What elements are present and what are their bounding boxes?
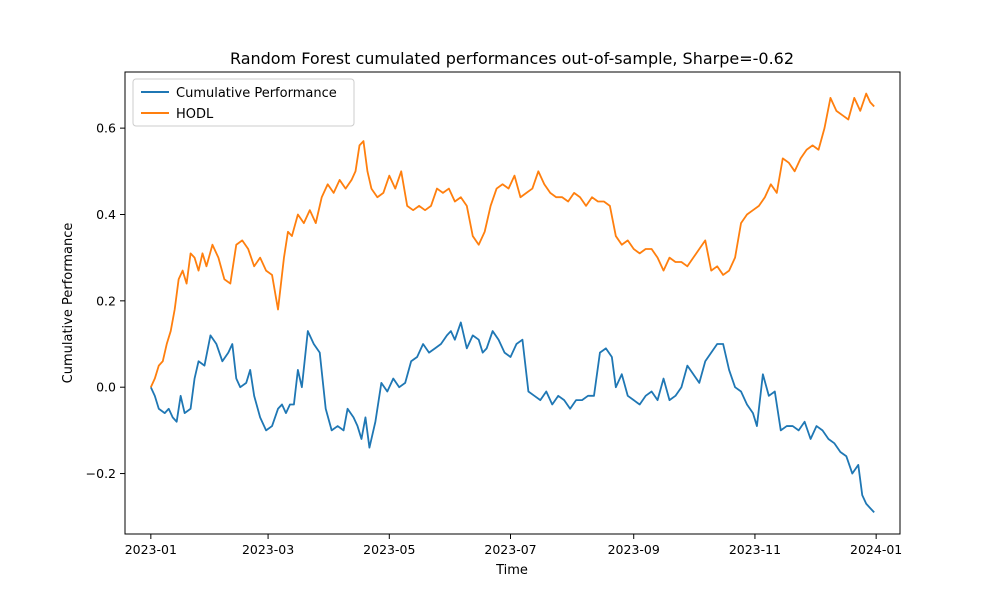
x-tick-label: 2023-09 bbox=[608, 542, 660, 557]
legend: Cumulative Performance HODL bbox=[132, 78, 355, 127]
axes-frame bbox=[124, 71, 901, 535]
x-tick-label: 2023-01 bbox=[125, 542, 177, 557]
legend-box bbox=[132, 78, 355, 127]
legend-label: Cumulative Performance bbox=[176, 86, 337, 101]
chart-title: Random Forest cumulated performances out… bbox=[230, 49, 794, 68]
x-tick-label: 2023-11 bbox=[729, 542, 781, 557]
x-axis-label: Time bbox=[495, 563, 528, 578]
y-tick-label: 0.6 bbox=[96, 121, 116, 136]
x-tick-label: 2023-03 bbox=[242, 542, 294, 557]
plot-area: 2023-01 2023-03 2023-05 2023-07 2023-09 2023-… bbox=[86, 71, 902, 557]
y-tick-label: 0.0 bbox=[96, 380, 116, 395]
x-tick-label: 2023-05 bbox=[363, 542, 415, 557]
x-tick-label: 2023-07 bbox=[484, 542, 536, 557]
legend-label: HODL bbox=[176, 107, 214, 122]
y-tick-label: −0.2 bbox=[86, 466, 116, 481]
series-line-cumulative-performance bbox=[150, 321, 875, 514]
series-line-hodl bbox=[150, 92, 875, 388]
y-tick-label: 0.4 bbox=[96, 207, 116, 222]
y-axis-label: Cumulative Performance bbox=[61, 223, 76, 384]
y-tick-label: 0.2 bbox=[96, 293, 116, 308]
x-tick-label: 2024-01 bbox=[850, 542, 902, 557]
